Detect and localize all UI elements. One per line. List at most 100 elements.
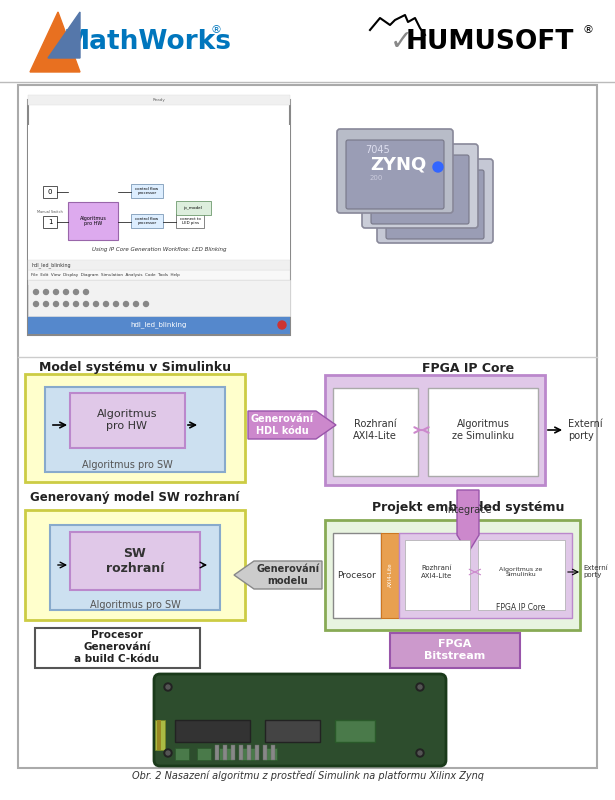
FancyBboxPatch shape bbox=[362, 144, 478, 228]
Text: ZYNQ: ZYNQ bbox=[370, 156, 426, 174]
Bar bbox=[255, 745, 259, 760]
FancyBboxPatch shape bbox=[337, 129, 453, 213]
Circle shape bbox=[143, 302, 148, 306]
Text: Externí
porty: Externí porty bbox=[568, 419, 603, 441]
Circle shape bbox=[74, 290, 79, 294]
Text: Projekt embedded systému: Projekt embedded systému bbox=[372, 502, 564, 514]
Bar bbox=[35, 628, 200, 668]
Circle shape bbox=[114, 302, 119, 306]
Text: AXI4-Lite: AXI4-Lite bbox=[387, 562, 392, 587]
Bar bbox=[241, 748, 255, 760]
Bar bbox=[176, 201, 211, 215]
Text: SW
rozhraní: SW rozhraní bbox=[106, 547, 164, 575]
Text: Generování
modelu: Generování modelu bbox=[256, 564, 320, 586]
Bar bbox=[263, 745, 267, 760]
Text: Algoritmus ze
Simulinku: Algoritmus ze Simulinku bbox=[499, 566, 542, 578]
Text: FPGA IP Core: FPGA IP Core bbox=[422, 362, 514, 374]
Text: Generovaný model SW rozhraní: Generovaný model SW rozhraní bbox=[30, 491, 240, 505]
Circle shape bbox=[93, 302, 98, 306]
FancyBboxPatch shape bbox=[386, 170, 484, 239]
Circle shape bbox=[63, 290, 68, 294]
Bar bbox=[333, 533, 381, 618]
Circle shape bbox=[278, 321, 286, 329]
Bar bbox=[333, 388, 418, 476]
Bar bbox=[25, 510, 245, 620]
Circle shape bbox=[164, 683, 172, 691]
Bar bbox=[70, 393, 185, 448]
Circle shape bbox=[418, 685, 422, 689]
Bar bbox=[28, 270, 290, 280]
Circle shape bbox=[74, 302, 79, 306]
Text: File  Edit  View  Display  Diagram  Simulation  Analysis  Code  Tools  Help: File Edit View Display Diagram Simulatio… bbox=[31, 273, 180, 277]
Circle shape bbox=[33, 302, 39, 306]
Circle shape bbox=[44, 290, 49, 294]
Bar bbox=[158, 720, 159, 750]
Polygon shape bbox=[30, 12, 80, 72]
Bar bbox=[265, 720, 320, 742]
Text: control flow
processor: control flow processor bbox=[135, 186, 159, 195]
Circle shape bbox=[124, 302, 129, 306]
Text: FPGA
Bitstream: FPGA Bitstream bbox=[424, 639, 486, 661]
Circle shape bbox=[103, 302, 108, 306]
Circle shape bbox=[166, 685, 170, 689]
FancyBboxPatch shape bbox=[154, 674, 446, 766]
Circle shape bbox=[54, 290, 58, 294]
Bar bbox=[175, 720, 250, 742]
Text: Algoritmus
pro HW: Algoritmus pro HW bbox=[97, 409, 157, 430]
Text: 0: 0 bbox=[48, 189, 52, 195]
Bar bbox=[325, 520, 580, 630]
Text: Model systému v Simulinku: Model systému v Simulinku bbox=[39, 362, 231, 374]
Bar bbox=[131, 184, 163, 198]
Text: Algoritmus pro SW: Algoritmus pro SW bbox=[90, 600, 180, 610]
Text: Integrace: Integrace bbox=[445, 505, 491, 515]
Bar bbox=[247, 745, 251, 760]
Bar bbox=[70, 532, 200, 590]
Bar bbox=[157, 720, 159, 750]
Bar bbox=[25, 374, 245, 482]
FancyArrow shape bbox=[457, 490, 479, 553]
Polygon shape bbox=[48, 12, 80, 58]
Bar bbox=[43, 186, 57, 198]
Text: Rozhraní
AXI4-Lite: Rozhraní AXI4-Lite bbox=[421, 566, 453, 578]
Bar bbox=[18, 85, 597, 768]
Text: Manual Switch: Manual Switch bbox=[37, 210, 63, 214]
Bar bbox=[0, 0, 615, 80]
Text: ®: ® bbox=[582, 25, 593, 35]
Text: hdl_led_blinking: hdl_led_blinking bbox=[131, 322, 187, 328]
Bar bbox=[231, 745, 235, 760]
Bar bbox=[28, 260, 290, 270]
Bar bbox=[381, 533, 399, 618]
Text: Algoritmus pro SW: Algoritmus pro SW bbox=[82, 460, 172, 470]
Bar bbox=[50, 525, 220, 610]
Bar bbox=[405, 540, 470, 610]
Text: MathWorks: MathWorks bbox=[64, 29, 232, 55]
Bar bbox=[219, 748, 233, 760]
Circle shape bbox=[433, 162, 443, 172]
Bar bbox=[175, 748, 189, 760]
Text: hdl_led_blinking: hdl_led_blinking bbox=[31, 262, 71, 268]
Bar bbox=[325, 375, 545, 485]
Text: Using IP Core Generation Workflow: LED Blinking: Using IP Core Generation Workflow: LED B… bbox=[92, 247, 226, 253]
Bar bbox=[215, 745, 219, 760]
Circle shape bbox=[166, 751, 170, 755]
Text: Procesor
Generování
a build C-kódu: Procesor Generování a build C-kódu bbox=[74, 630, 159, 664]
FancyBboxPatch shape bbox=[377, 159, 493, 243]
Text: ip_model: ip_model bbox=[184, 206, 202, 210]
Text: control flow
processor: control flow processor bbox=[135, 217, 159, 226]
Bar bbox=[28, 95, 290, 105]
Bar bbox=[428, 388, 538, 476]
Bar bbox=[28, 125, 290, 285]
Text: Generování
HDL kódu: Generování HDL kódu bbox=[250, 414, 314, 436]
Bar bbox=[159, 720, 161, 750]
Text: ®: ® bbox=[210, 25, 221, 35]
Bar bbox=[176, 214, 204, 228]
Circle shape bbox=[418, 751, 422, 755]
Text: Obr. 2 Nasazení algoritmu z prostředí Simulink na platformu Xilinx Zynq: Obr. 2 Nasazení algoritmu z prostředí Si… bbox=[132, 770, 484, 782]
Circle shape bbox=[54, 302, 58, 306]
Text: Algoritmus
ze Simulinku: Algoritmus ze Simulinku bbox=[452, 419, 514, 441]
Circle shape bbox=[133, 302, 138, 306]
Bar bbox=[68, 202, 118, 240]
Text: connect to
LED pins: connect to LED pins bbox=[180, 217, 200, 226]
Text: Algoritmus
pro HW: Algoritmus pro HW bbox=[79, 215, 106, 226]
Text: 1: 1 bbox=[48, 219, 52, 225]
